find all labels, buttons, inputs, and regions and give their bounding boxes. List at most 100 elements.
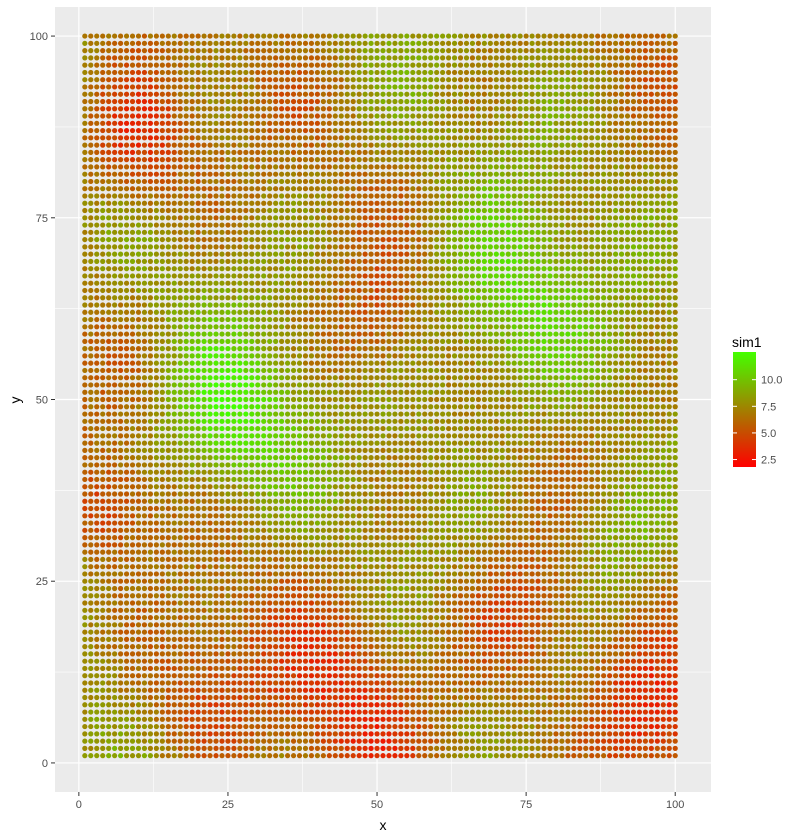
data-point xyxy=(344,753,350,759)
data-point xyxy=(624,542,631,548)
data-point xyxy=(392,542,398,548)
data-point xyxy=(165,636,171,642)
data-point xyxy=(249,622,255,628)
data-point xyxy=(535,447,541,453)
data-point xyxy=(135,673,142,679)
data-point xyxy=(112,731,118,737)
data-point xyxy=(88,556,94,563)
data-point xyxy=(350,644,356,650)
data-point xyxy=(410,396,416,403)
data-point xyxy=(296,680,303,686)
data-point xyxy=(624,658,631,664)
data-point xyxy=(135,564,142,570)
data-point xyxy=(565,571,571,577)
data-point xyxy=(672,542,678,548)
data-point xyxy=(267,680,273,686)
data-point xyxy=(666,513,672,519)
data-point xyxy=(129,578,136,584)
data-point xyxy=(112,549,118,555)
data-point xyxy=(523,644,529,650)
data-point xyxy=(595,513,601,519)
data-point xyxy=(607,425,613,432)
data-point xyxy=(386,644,392,650)
data-point xyxy=(338,535,344,541)
data-point xyxy=(332,702,338,708)
data-point xyxy=(446,469,452,475)
data-point xyxy=(320,614,326,621)
data-point xyxy=(428,585,434,592)
data-point xyxy=(147,527,154,533)
data-point xyxy=(565,745,571,751)
data-point xyxy=(547,484,553,490)
data-point xyxy=(106,636,112,642)
data-point xyxy=(392,498,398,504)
data-point xyxy=(666,585,672,592)
data-point xyxy=(165,396,171,403)
data-point xyxy=(636,745,643,751)
data-point xyxy=(243,447,249,453)
data-point xyxy=(94,433,100,439)
data-point xyxy=(404,593,410,599)
data-point xyxy=(368,694,374,701)
data-point xyxy=(171,731,177,737)
data-point xyxy=(94,585,100,592)
data-point xyxy=(607,527,613,533)
data-point xyxy=(428,723,434,730)
data-point xyxy=(457,731,464,737)
data-point xyxy=(284,455,291,461)
data-point xyxy=(505,411,511,417)
data-point xyxy=(499,491,505,497)
data-point xyxy=(648,723,654,730)
data-point xyxy=(642,484,649,490)
data-point xyxy=(344,702,350,708)
data-point xyxy=(386,433,392,439)
data-point xyxy=(410,564,416,570)
data-point xyxy=(231,498,237,504)
data-point xyxy=(475,396,482,403)
data-point xyxy=(249,607,255,613)
data-point xyxy=(601,476,607,483)
data-point xyxy=(547,520,553,526)
data-point xyxy=(535,585,541,592)
data-point xyxy=(392,614,398,621)
data-point xyxy=(284,738,291,744)
data-point xyxy=(296,614,303,621)
data-point xyxy=(356,498,362,504)
data-point xyxy=(314,491,320,497)
data-point xyxy=(398,455,404,461)
data-point xyxy=(284,607,291,613)
data-point xyxy=(648,687,654,693)
data-point xyxy=(666,542,672,548)
data-point xyxy=(386,571,392,577)
data-point xyxy=(565,680,571,686)
data-point xyxy=(94,636,100,642)
data-point xyxy=(213,549,219,555)
data-point xyxy=(118,593,124,599)
data-point xyxy=(290,644,297,650)
data-point xyxy=(296,425,303,432)
data-point xyxy=(314,622,320,628)
data-point xyxy=(386,658,392,664)
data-point xyxy=(308,709,315,715)
data-point xyxy=(422,484,428,490)
data-point xyxy=(434,425,440,432)
data-point xyxy=(559,513,565,519)
data-point xyxy=(392,484,398,490)
data-point xyxy=(475,585,482,592)
data-point xyxy=(141,411,148,417)
data-point xyxy=(207,745,213,751)
data-point xyxy=(356,491,362,497)
data-point xyxy=(362,564,368,570)
data-point xyxy=(666,404,672,410)
data-point xyxy=(446,694,452,701)
data-point xyxy=(284,527,291,533)
data-point xyxy=(123,433,130,439)
data-point xyxy=(225,549,231,555)
data-point xyxy=(559,542,565,548)
data-point xyxy=(201,498,207,504)
data-point xyxy=(457,644,464,650)
data-point xyxy=(517,723,523,730)
data-point xyxy=(601,687,607,693)
data-point xyxy=(350,571,356,577)
data-point xyxy=(386,709,392,715)
